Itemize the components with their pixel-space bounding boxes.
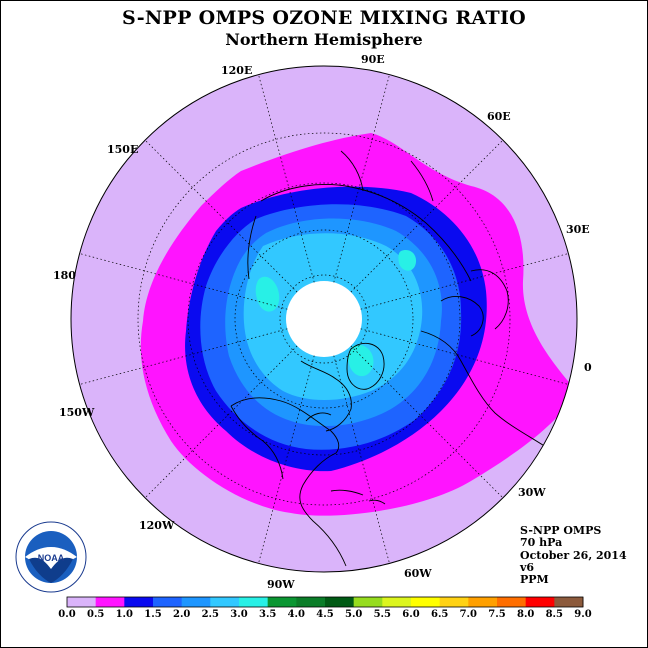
info-block: S-NPP OMPS 70 hPa October 26, 2014 v6 PP… [520, 524, 627, 587]
ozone-patch-3.5-4.0 [255, 276, 280, 312]
lon-label-180: 180 [53, 269, 76, 282]
lon-label-30w: 30W [518, 486, 546, 499]
colorbar-tick-label: 0.0 [58, 609, 76, 620]
lon-label-90w: 90W [267, 578, 295, 591]
colorbar-tick-label: 3.5 [258, 609, 277, 620]
colorbar-tick-label: 0.5 [86, 609, 105, 620]
colorbar-tick-label: 4.0 [287, 609, 305, 620]
lon-label-60w: 60W [404, 567, 432, 580]
info-instrument: S-NPP OMPS [520, 524, 602, 537]
colorbar-tick-label: 8.0 [516, 609, 535, 620]
colorbar-tick-label: 1.5 [144, 609, 162, 620]
lon-label-150w: 150W [59, 406, 95, 419]
figure-subtitle: Northern Hemisphere [225, 30, 423, 49]
colorbar-tick-label: 5.5 [373, 609, 391, 620]
lon-label-30e: 30E [566, 223, 590, 236]
lon-label-60e: 60E [487, 110, 511, 123]
colorbar-tick-label: 5.0 [344, 609, 363, 620]
colorbar-tick-label: 6.0 [402, 609, 420, 620]
info-level: 70 hPa [520, 536, 563, 550]
polar-no-data-cap [286, 281, 362, 357]
lon-label-120e: 120E [221, 64, 253, 77]
colorbar-tick-label: 2.0 [172, 609, 191, 620]
lon-label-150e: 150E [107, 143, 139, 156]
figure-title: S-NPP OMPS OZONE MIXING RATIO [121, 7, 527, 29]
colorbar-tick-label: 9.0 [574, 609, 592, 620]
colorbar-tick-label: 1.0 [115, 609, 133, 620]
info-version: v6 [520, 560, 535, 574]
noaa-logo-text: NOAA [38, 553, 65, 563]
colorbar-tick-label: 2.5 [201, 609, 219, 620]
noaa-logo: NOAA [15, 521, 87, 593]
ozone-patch-3.5-4.0 [348, 344, 374, 377]
latitude-circles [137, 132, 511, 506]
colorbar-tick-label: 4.5 [316, 609, 334, 620]
info-date: October 26, 2014 [520, 548, 627, 562]
colorbar-tick-label: 7.0 [459, 609, 477, 620]
ozone-patch-3.5-4.0 [398, 250, 417, 271]
info-units: PPM [520, 573, 549, 587]
colorbar-tick-label: 8.5 [545, 609, 563, 620]
map-border [70, 65, 578, 573]
coastlines [230, 150, 577, 567]
lon-label-120w: 120W [139, 519, 175, 532]
colorbar-tick-label: 7.5 [488, 609, 506, 620]
colorbar-tick-label: 6.5 [430, 609, 449, 620]
lon-label-0: 0 [584, 361, 592, 374]
colorbar-tick-label: 3.0 [230, 609, 248, 620]
lon-label-90e: 90E [361, 53, 385, 66]
